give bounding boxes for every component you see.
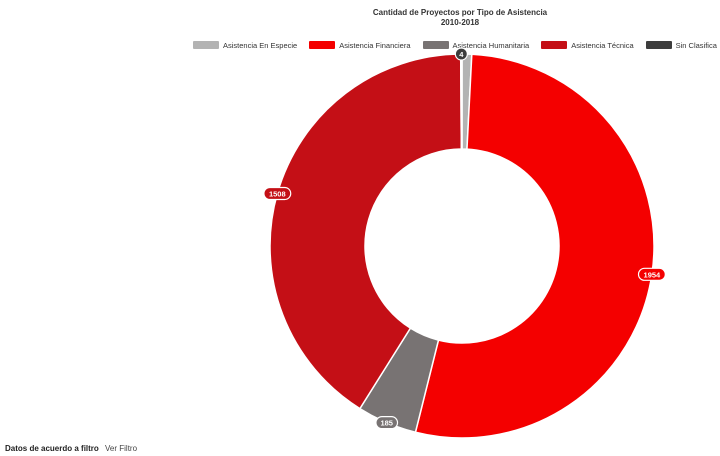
view-filter-link[interactable]: Ver Filtro (105, 444, 138, 453)
legend-label: Sin Clasifica (675, 40, 717, 50)
chart-legend: Asistencia En Especie Asistencia Financie… (193, 40, 720, 50)
legend-label: Asistencia Financiera (339, 40, 411, 50)
legend-swatch (645, 41, 672, 49)
legend-swatch (309, 41, 336, 49)
data-label-asistencia-financiera: 1954 (637, 267, 666, 281)
legend-label: Asistencia Técnica (571, 40, 634, 50)
filter-label: Datos de acuerdo a filtro (5, 444, 99, 453)
slice-asistencia-financiera[interactable] (414, 53, 655, 439)
svg-text:185: 185 (380, 419, 393, 428)
legend-item-asistencia-en-especie[interactable]: Asistencia En Especie (193, 41, 297, 50)
chart-subtitle: 2010-2018 (440, 18, 480, 27)
svg-text:1954: 1954 (644, 270, 662, 279)
legend-swatch (541, 41, 568, 49)
data-label-asistencia-tecnica: 1508 (263, 186, 292, 201)
svg-text:4: 4 (459, 50, 464, 59)
slice-asistencia-tecnica[interactable] (269, 53, 463, 410)
data-label-asistencia-humanitaria: 185 (375, 416, 399, 430)
data-label-sin-clasifica: 4 (454, 47, 468, 61)
filter-footer: Datos de acuerdo a filtro Ver Filtro (5, 444, 137, 453)
legend-label: Asistencia Humanitaria (452, 40, 530, 50)
slice-sin-clasifica[interactable] (459, 53, 463, 150)
chart-title-text: Cantidad de Proyectos por Tipo de Asiste… (372, 8, 548, 17)
legend-item-asistencia-financiera[interactable]: Asistencia Financiera (309, 40, 411, 50)
legend-item-sin-clasifica[interactable]: Sin Clasifica (645, 40, 717, 50)
legend-swatch (193, 41, 219, 49)
svg-text:1508: 1508 (269, 190, 286, 199)
legend-swatch (422, 41, 449, 49)
legend-item-asistencia-tecnica[interactable]: Asistencia Técnica (541, 40, 634, 50)
legend-label: Asistencia En Especie (223, 40, 298, 50)
chart-title: Cantidad de Proyectos por Tipo de Asiste… (300, 8, 620, 28)
legend-item-asistencia-humanitaria[interactable]: Asistencia Humanitaria (422, 40, 530, 50)
